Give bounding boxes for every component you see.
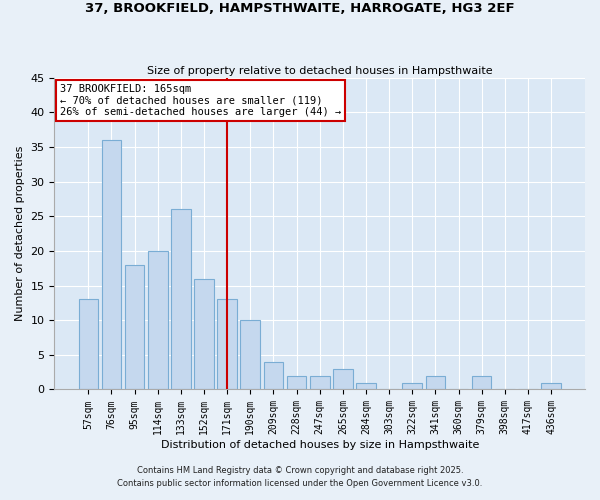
Bar: [333, 368, 353, 390]
Bar: [472, 376, 491, 390]
Bar: [217, 300, 237, 390]
Text: Contains HM Land Registry data © Crown copyright and database right 2025.
Contai: Contains HM Land Registry data © Crown c…: [118, 466, 482, 487]
Text: 37, BROOKFIELD, HAMPSTHWAITE, HARROGATE, HG3 2EF: 37, BROOKFIELD, HAMPSTHWAITE, HARROGATE,…: [85, 2, 515, 16]
Title: Size of property relative to detached houses in Hampsthwaite: Size of property relative to detached ho…: [147, 66, 493, 76]
Bar: [241, 320, 260, 390]
Bar: [403, 382, 422, 390]
Bar: [101, 140, 121, 390]
Y-axis label: Number of detached properties: Number of detached properties: [15, 146, 25, 322]
Bar: [79, 300, 98, 390]
Bar: [148, 251, 167, 390]
Bar: [356, 382, 376, 390]
Bar: [287, 376, 307, 390]
Bar: [194, 278, 214, 390]
Bar: [310, 376, 329, 390]
Bar: [541, 382, 561, 390]
Bar: [263, 362, 283, 390]
Bar: [171, 210, 191, 390]
Text: 37 BROOKFIELD: 165sqm
← 70% of detached houses are smaller (119)
26% of semi-det: 37 BROOKFIELD: 165sqm ← 70% of detached …: [60, 84, 341, 117]
X-axis label: Distribution of detached houses by size in Hampsthwaite: Distribution of detached houses by size …: [161, 440, 479, 450]
Bar: [425, 376, 445, 390]
Bar: [125, 265, 145, 390]
